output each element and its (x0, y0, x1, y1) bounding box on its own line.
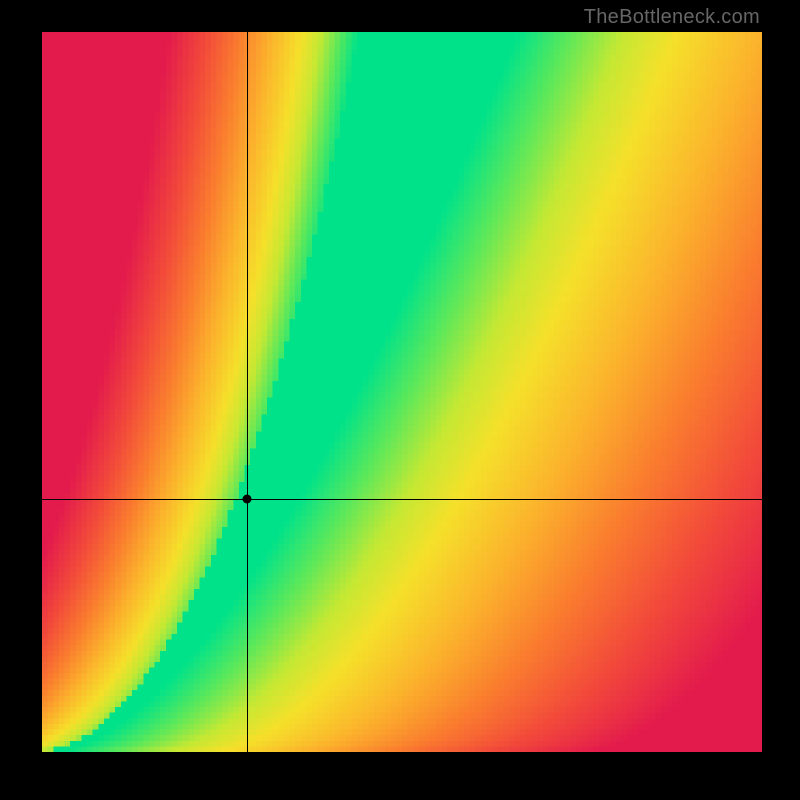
bottleneck-heatmap (42, 32, 762, 752)
crosshair-horizontal (42, 499, 762, 500)
watermark-text: TheBottleneck.com (584, 6, 760, 29)
plot-area (42, 32, 762, 752)
selection-marker (243, 494, 252, 503)
crosshair-vertical (247, 32, 248, 752)
